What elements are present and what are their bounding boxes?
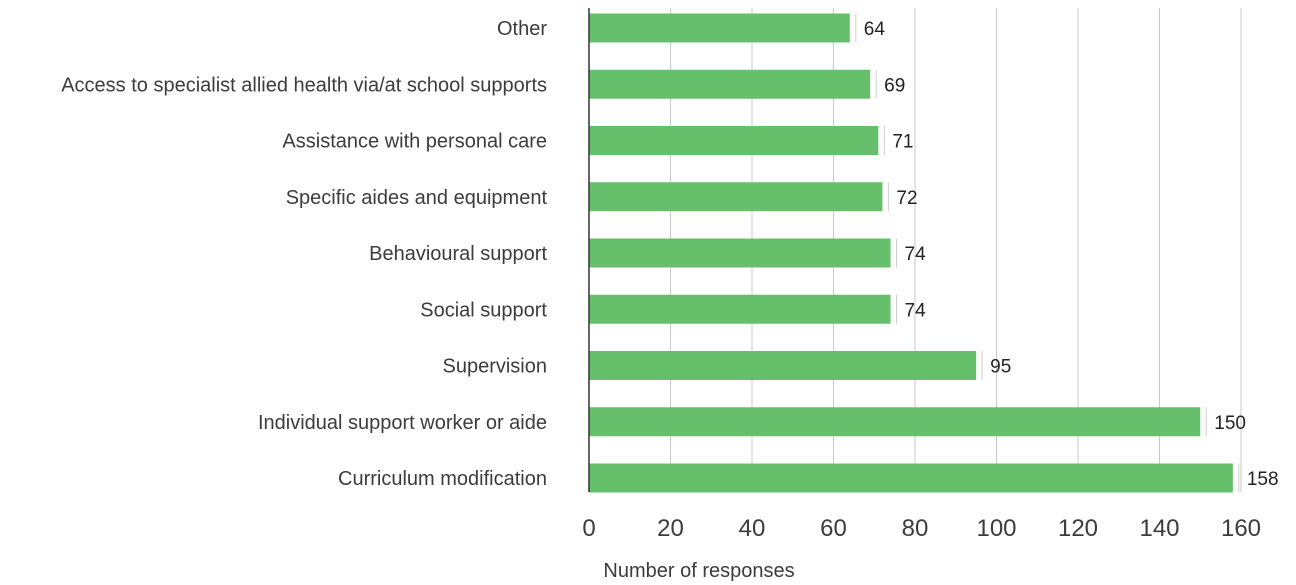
x-tick-label: 100	[976, 515, 1016, 542]
value-label: 72	[896, 188, 917, 209]
category-label: Specific aides and equipment	[286, 187, 548, 209]
bar	[589, 407, 1201, 437]
value-label: 95	[990, 357, 1011, 378]
category-label: Assistance with personal care	[282, 131, 547, 153]
category-label: Curriculum modification	[338, 468, 547, 490]
x-tick-label: 140	[1139, 515, 1179, 542]
x-tick-label: 120	[1058, 515, 1098, 542]
category-label: Individual support worker or aide	[258, 412, 547, 434]
category-label: Access to specialist allied health via/a…	[61, 74, 547, 96]
value-label: 69	[884, 75, 905, 96]
category-label: Social support	[420, 299, 547, 321]
bar	[589, 69, 871, 99]
category-labels: Other Access to specialist allied health …	[61, 18, 547, 490]
x-tick-label: 160	[1221, 515, 1261, 542]
category-label: Behavioural support	[369, 243, 547, 265]
bars	[589, 13, 1233, 493]
x-axis-title: Number of responses	[603, 560, 794, 582]
x-tick-label: 20	[657, 515, 684, 542]
value-label: 64	[864, 19, 886, 40]
x-tick-label: 0	[582, 515, 595, 542]
category-label: Other	[497, 18, 547, 40]
x-tick-label: 80	[902, 515, 929, 542]
x-tick-label: 40	[739, 515, 766, 542]
value-label: 74	[905, 244, 927, 265]
value-label: 74	[905, 300, 927, 321]
value-label: 158	[1247, 469, 1279, 490]
value-labels: 64 69 71 72 74 74 95 150 158	[855, 13, 1279, 493]
category-label: Supervision	[442, 356, 547, 378]
bar	[589, 13, 850, 43]
bar	[589, 351, 977, 380]
bar	[589, 182, 883, 212]
x-tick-labels: 0 20 40 60 80 100 120 140 160	[582, 515, 1261, 542]
bar	[589, 126, 879, 155]
bar	[589, 238, 891, 268]
bar	[589, 294, 891, 324]
value-label: 150	[1214, 413, 1246, 434]
bar	[589, 463, 1233, 493]
x-tick-label: 60	[820, 515, 847, 542]
value-label: 71	[892, 132, 913, 153]
